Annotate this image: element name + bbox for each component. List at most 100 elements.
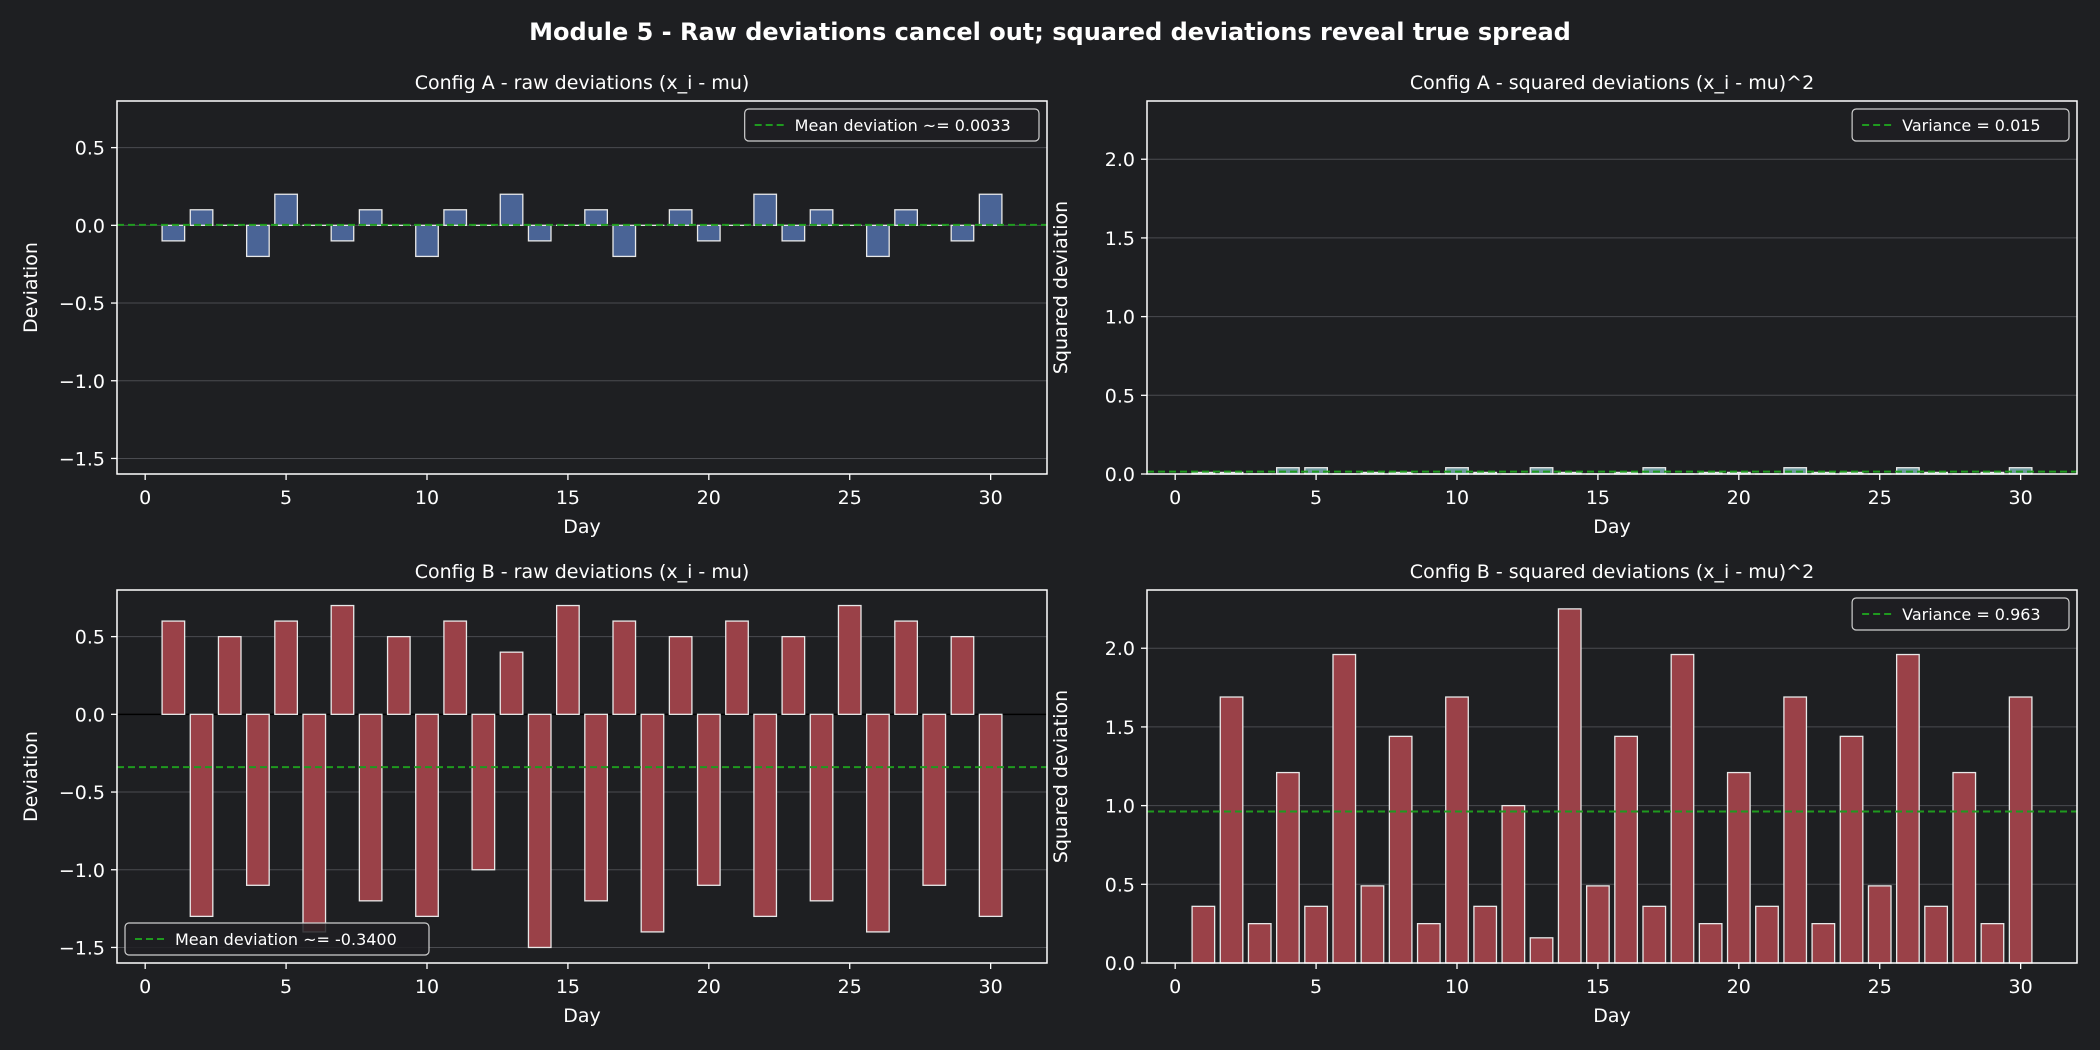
bar [1642, 905, 1667, 964]
bar [1219, 696, 1244, 964]
legend-box [1851, 108, 2070, 142]
x-tick-label: 25 [1868, 487, 1892, 509]
x-tick-label: 25 [838, 976, 862, 998]
bar [1445, 696, 1469, 964]
y-tick-label: −1.0 [59, 860, 105, 882]
bar [584, 209, 609, 226]
bar [894, 620, 919, 715]
bar [753, 713, 778, 918]
bar [725, 620, 749, 715]
y-axis-label: Squared deviation [1050, 201, 1072, 374]
bar [1360, 885, 1385, 964]
bar [1614, 735, 1639, 964]
x-tick-label: 0 [139, 487, 151, 509]
y-tick-label: 1.0 [1105, 307, 1135, 329]
bar [1952, 771, 1977, 964]
bar [781, 224, 806, 242]
bar [1304, 905, 1329, 964]
x-tick-label: 15 [1586, 487, 1610, 509]
bar [1783, 696, 1808, 964]
axes-frame [1146, 100, 2078, 475]
y-tick-label: −0.5 [59, 782, 105, 804]
bar [555, 604, 580, 715]
x-tick-label: 25 [838, 487, 862, 509]
y-tick-label: 1.5 [1105, 717, 1135, 739]
bar [217, 635, 242, 715]
figure-title: Module 5 - Raw deviations cancel out; sq… [529, 18, 1571, 46]
panel-config-a-squared: 0 5 10 15 20 25 30 0.0 0.5 1.0 1.5 2.0 Config A - sq… [1050, 72, 2078, 538]
bar [612, 224, 637, 258]
bar [1416, 923, 1441, 964]
bar [415, 713, 439, 918]
bar [161, 620, 186, 715]
panel-title: Config B - raw deviations (x_i - mu) [415, 561, 750, 583]
bar [1529, 937, 1554, 964]
bar [1698, 923, 1723, 964]
y-axis-label: Squared deviation [1050, 690, 1072, 863]
bar [1275, 771, 1300, 964]
x-axis-label: Day [563, 516, 601, 538]
x-tick-label: 10 [1445, 487, 1469, 509]
x-tick-label: 25 [1868, 976, 1892, 998]
bar [837, 604, 862, 715]
legend-label: Mean deviation ~= 0.0033 [795, 116, 1011, 135]
x-axis-label: Day [1593, 1005, 1631, 1027]
bar [1191, 905, 1216, 964]
x-tick-label: 10 [1445, 976, 1469, 998]
bar [1585, 885, 1610, 964]
x-tick-label: 30 [979, 976, 1003, 998]
x-tick-label: 0 [1169, 487, 1181, 509]
bar [1895, 653, 1920, 964]
bar [753, 193, 778, 226]
y-axis-label: Deviation [20, 242, 42, 333]
y-tick-label: 2.0 [1105, 149, 1135, 171]
y-axis-label: Deviation [20, 731, 42, 822]
bar [443, 620, 468, 715]
bar [443, 209, 468, 226]
x-tick-label: 30 [979, 487, 1003, 509]
x-tick-label: 5 [1310, 976, 1322, 998]
x-tick-label: 5 [280, 976, 292, 998]
bar [865, 224, 890, 258]
bar [499, 193, 524, 226]
x-tick-label: 10 [415, 976, 439, 998]
legend-box [124, 922, 430, 956]
bar [245, 224, 270, 258]
x-axis-label: Day [1593, 516, 1631, 538]
x-tick-label: 0 [1169, 976, 1181, 998]
y-tick-label: 1.5 [1105, 228, 1135, 250]
bar [668, 635, 693, 715]
bar [1980, 923, 2005, 964]
bar [640, 713, 665, 933]
x-tick-label: 20 [1727, 976, 1751, 998]
bar [415, 224, 439, 258]
panel-config-b-squared: 0 5 10 15 20 25 30 0.0 0.5 1.0 1.5 2.0 Config B - sq… [1050, 561, 2078, 1027]
bar [1839, 735, 1864, 964]
y-tick-label: 0.5 [1105, 385, 1135, 407]
x-tick-label: 20 [697, 487, 721, 509]
bar [189, 713, 214, 918]
x-tick-label: 20 [697, 976, 721, 998]
panel-title: Config B - squared deviations (x_i - mu)… [1410, 561, 1814, 583]
panel-title: Config A - squared deviations (x_i - mu)… [1410, 72, 1814, 94]
x-tick-label: 30 [2009, 487, 2033, 509]
legend: Variance = 0.015 [1851, 108, 2070, 142]
bar [274, 193, 299, 226]
bar [471, 713, 496, 871]
legend-label: Variance = 0.015 [1902, 116, 2041, 135]
bar [2008, 696, 2033, 964]
legend-box [1851, 597, 2070, 631]
bar [1726, 771, 1751, 964]
bar [584, 713, 609, 902]
x-tick-label: 15 [556, 976, 580, 998]
x-tick-label: 5 [1310, 487, 1322, 509]
y-tick-label: 2.0 [1105, 638, 1135, 660]
bar [1247, 923, 1272, 964]
bar [330, 604, 355, 715]
bar [1501, 804, 1526, 964]
bar [1332, 653, 1357, 964]
y-tick-label: −0.5 [59, 293, 105, 315]
bar [1811, 923, 1836, 964]
bar [1924, 905, 1949, 964]
